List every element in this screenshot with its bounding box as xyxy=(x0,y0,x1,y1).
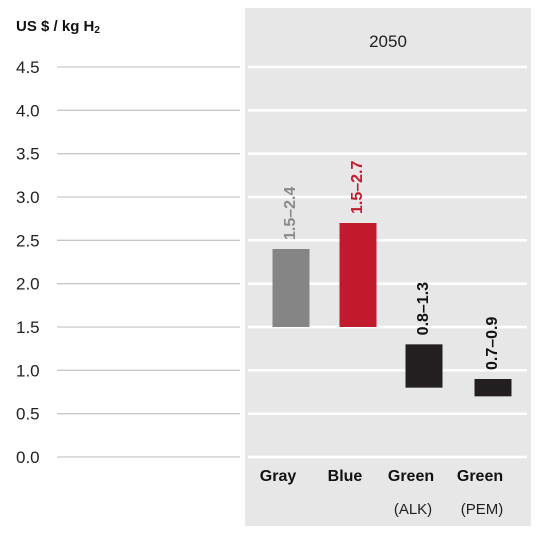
y-tick-label: 4.5 xyxy=(16,58,40,77)
y-tick-label: 1.5 xyxy=(16,318,40,337)
bar-gray xyxy=(272,249,310,327)
bar-range-label: 0.7–0.9 xyxy=(484,317,501,370)
y-tick-label: 0.5 xyxy=(16,405,40,424)
category-label: Blue xyxy=(328,468,363,485)
category-label: Gray xyxy=(260,468,297,485)
bar-range-label: 0.8–1.3 xyxy=(415,282,432,335)
category-qualifier: (ALK) xyxy=(394,501,432,518)
y-tick-label: 2.0 xyxy=(16,275,40,294)
y-axis-label: US $ / kg H2 xyxy=(16,18,100,36)
y-tick-label: 4.0 xyxy=(16,101,40,120)
y-axis-label-subscript: 2 xyxy=(94,25,100,36)
category-label: Green xyxy=(388,468,434,485)
y-tick-label: 3.0 xyxy=(16,188,40,207)
bar-green xyxy=(405,344,443,388)
y-tick-label: 2.5 xyxy=(16,231,40,250)
bar-green xyxy=(474,379,512,397)
bar-range-label: 1.5–2.7 xyxy=(349,161,366,214)
panel-title: 2050 xyxy=(369,32,407,51)
y-tick-label: 0.0 xyxy=(16,448,40,467)
category-label: Green xyxy=(457,468,503,485)
bar-range-label: 1.5–2.4 xyxy=(282,187,299,240)
bar-blue xyxy=(339,223,377,327)
y-tick-label: 3.5 xyxy=(16,145,40,164)
category-qualifier: (PEM) xyxy=(461,501,504,518)
y-tick-label: 1.0 xyxy=(16,361,40,380)
y-axis-label-main: US $ / kg H xyxy=(16,18,95,35)
